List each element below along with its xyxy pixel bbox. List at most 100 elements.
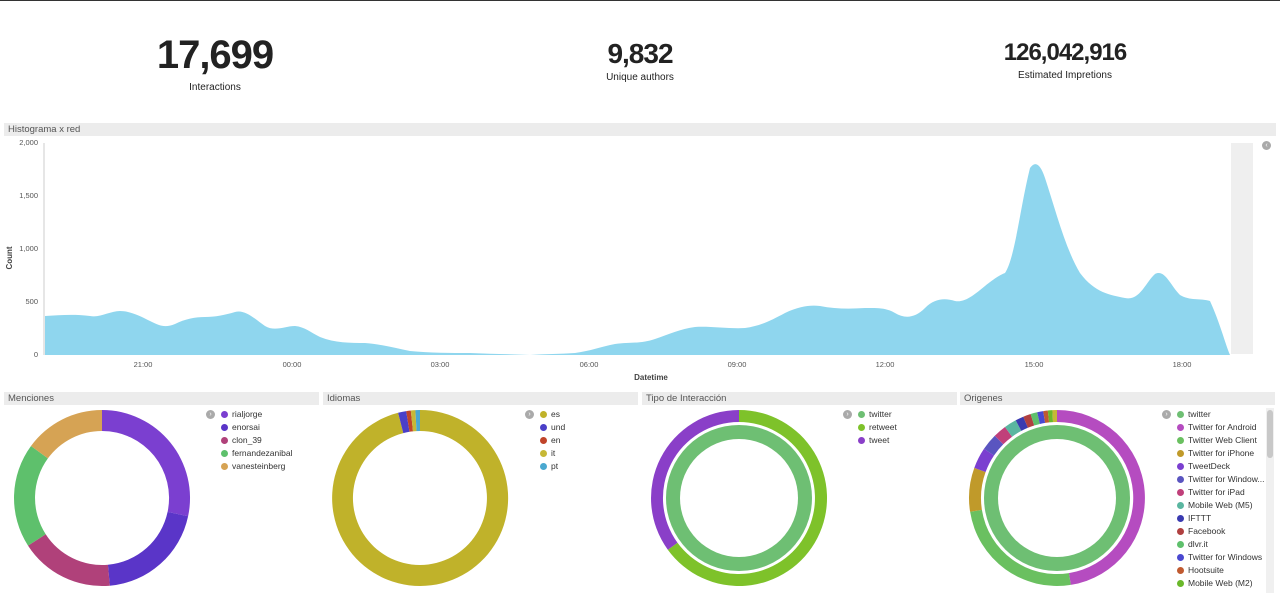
slice-twitter-for-android[interactable] bbox=[1057, 410, 1145, 585]
idiomas-title: Idiomas bbox=[323, 392, 638, 405]
legend-item[interactable]: Twitter for Android bbox=[1177, 421, 1265, 434]
slice-twitter-for-iphone[interactable] bbox=[969, 467, 986, 512]
metric-value: 126,042,916 bbox=[1003, 39, 1127, 66]
slice-hootsuite[interactable] bbox=[1043, 410, 1050, 423]
legend-item[interactable]: pt bbox=[540, 460, 565, 473]
legend-item[interactable]: Mobile Web (M5) bbox=[1177, 499, 1265, 512]
legend-dot bbox=[1177, 411, 1184, 418]
legend-item[interactable]: enorsai bbox=[221, 421, 293, 434]
menciones-legend-toggle-icon[interactable]: › bbox=[206, 410, 215, 419]
legend-item[interactable]: twitter bbox=[1177, 408, 1265, 421]
legend-item[interactable]: es bbox=[540, 408, 565, 421]
legend-item[interactable]: IFTTT bbox=[1177, 512, 1265, 525]
metric-value: 17,699 bbox=[156, 33, 274, 77]
legend-dot bbox=[1177, 580, 1184, 587]
legend-item[interactable]: TweetDeck bbox=[1177, 460, 1265, 473]
idiomas-legend-toggle-icon[interactable]: › bbox=[525, 410, 534, 419]
legend-dot bbox=[540, 437, 547, 444]
scrollbar-thumb[interactable] bbox=[1267, 410, 1273, 458]
legend-label: twitter bbox=[1188, 409, 1211, 419]
legend-label: Twitter for Android bbox=[1188, 422, 1257, 432]
legend-item[interactable]: Twitter for Windows bbox=[1177, 551, 1265, 564]
legend-label: pt bbox=[551, 461, 559, 471]
legend-item[interactable]: vanesteinberg bbox=[221, 460, 293, 473]
y-tick: 1,000 bbox=[19, 244, 38, 253]
legend-item[interactable]: clon_39 bbox=[221, 434, 293, 447]
legend-label: Facebook bbox=[1188, 526, 1226, 536]
legend-label: Twitter Web Client bbox=[1188, 435, 1257, 445]
legend-dot bbox=[1177, 450, 1184, 457]
origenes-donut bbox=[969, 409, 1145, 586]
slice-ifttt[interactable] bbox=[1015, 416, 1028, 431]
slice-mobile-web-m5[interactable] bbox=[1005, 420, 1022, 437]
legend-item[interactable]: Facebook bbox=[1177, 525, 1265, 538]
y-tick: 500 bbox=[25, 297, 38, 306]
legend-item[interactable]: tweet bbox=[858, 434, 897, 447]
origenes-legend-toggle-icon[interactable]: › bbox=[1162, 410, 1171, 419]
legend-label: Hootsuite bbox=[1188, 565, 1224, 575]
tipo-interaccion-legend: twitter retweet tweet bbox=[858, 408, 897, 447]
origenes-legend-scrollbar[interactable] bbox=[1266, 408, 1274, 593]
slice-twitter-for-ipad[interactable] bbox=[994, 427, 1013, 445]
slice-clon-39[interactable] bbox=[28, 534, 110, 587]
legend-dot bbox=[1177, 528, 1184, 535]
legend-item[interactable]: Hootsuite bbox=[1177, 564, 1265, 577]
slice-und[interactable] bbox=[398, 411, 410, 434]
slice-dlvr-it[interactable] bbox=[1030, 412, 1040, 426]
legend-label: Twitter for Windows bbox=[1188, 552, 1263, 562]
legend-item[interactable]: fernandezanibal bbox=[221, 447, 293, 460]
legend-item[interactable]: Mobile Web (M2) bbox=[1177, 577, 1265, 590]
slice-vanesteinberg[interactable] bbox=[31, 410, 102, 459]
tipo-legend-toggle-icon[interactable]: › bbox=[843, 410, 852, 419]
idiomas-legend: es und en it pt bbox=[540, 408, 565, 473]
slice-it[interactable] bbox=[410, 410, 417, 432]
slice-others[interactable] bbox=[1052, 409, 1057, 423]
metric-label: Unique authors bbox=[606, 72, 674, 83]
legend-item[interactable]: rialjorge bbox=[221, 408, 293, 421]
legend-item[interactable]: dlvr.it bbox=[1177, 538, 1265, 551]
legend-item[interactable]: Twitter for iPhone bbox=[1177, 447, 1265, 460]
legend-dot bbox=[1177, 489, 1184, 496]
metric-value: 9,832 bbox=[607, 38, 673, 69]
legend-item[interactable]: en bbox=[540, 434, 565, 447]
slice-twitter-for-windows[interactable] bbox=[1037, 411, 1046, 424]
legend-item[interactable]: und bbox=[540, 421, 565, 434]
slice-tweet[interactable] bbox=[651, 410, 739, 550]
legend-label: enorsai bbox=[232, 422, 260, 432]
slice-en[interactable] bbox=[406, 410, 413, 432]
legend-dot bbox=[540, 411, 547, 418]
slice-enorsai[interactable] bbox=[107, 511, 189, 586]
metric-label: Interactions bbox=[189, 82, 241, 93]
slice-pt[interactable] bbox=[415, 409, 420, 432]
x-tick: 12:00 bbox=[876, 360, 895, 369]
menciones-legend: rialjorge enorsai clon_39 fernandezaniba… bbox=[221, 408, 293, 473]
histogram-legend-toggle-icon[interactable]: ‹ bbox=[1262, 141, 1271, 150]
metric-interactions: 17,699 Interactions bbox=[115, 32, 315, 93]
legend-item[interactable]: Twitter for iPad bbox=[1177, 486, 1265, 499]
slice-rialjorge[interactable] bbox=[102, 410, 191, 517]
slice-es[interactable] bbox=[332, 409, 509, 586]
legend-item[interactable]: Twitter for Window... bbox=[1177, 473, 1265, 486]
slice-twitter-web-client[interactable] bbox=[970, 509, 1071, 586]
legend-item[interactable]: it bbox=[540, 447, 565, 460]
legend-dot bbox=[221, 463, 228, 470]
slice-twitter-for-windows-phone[interactable] bbox=[984, 435, 1004, 456]
y-axis-ticks: 2,000 1,500 1,000 500 0 bbox=[19, 138, 38, 359]
slice-fernandezanibal[interactable] bbox=[14, 446, 48, 546]
slice-facebook[interactable] bbox=[1023, 414, 1035, 428]
legend-item[interactable]: retweet bbox=[858, 421, 897, 434]
x-tick: 03:00 bbox=[431, 360, 450, 369]
slice-mobile-web-m2[interactable] bbox=[1047, 410, 1053, 423]
legend-item[interactable]: Twitter Web Client bbox=[1177, 434, 1265, 447]
donut-hole bbox=[680, 439, 798, 557]
legend-item[interactable]: twitter bbox=[858, 408, 897, 421]
tipo-interaccion-donut bbox=[651, 410, 828, 586]
top-divider bbox=[0, 0, 1280, 1]
legend-label: Mobile Web (M5) bbox=[1188, 500, 1253, 510]
legend-label: retweet bbox=[869, 422, 897, 432]
legend-label: tweet bbox=[869, 435, 890, 445]
legend-dot bbox=[540, 424, 547, 431]
origenes-title: Origenes bbox=[960, 392, 1275, 405]
legend-dot bbox=[1177, 502, 1184, 509]
slice-tweetdeck[interactable] bbox=[974, 448, 994, 472]
